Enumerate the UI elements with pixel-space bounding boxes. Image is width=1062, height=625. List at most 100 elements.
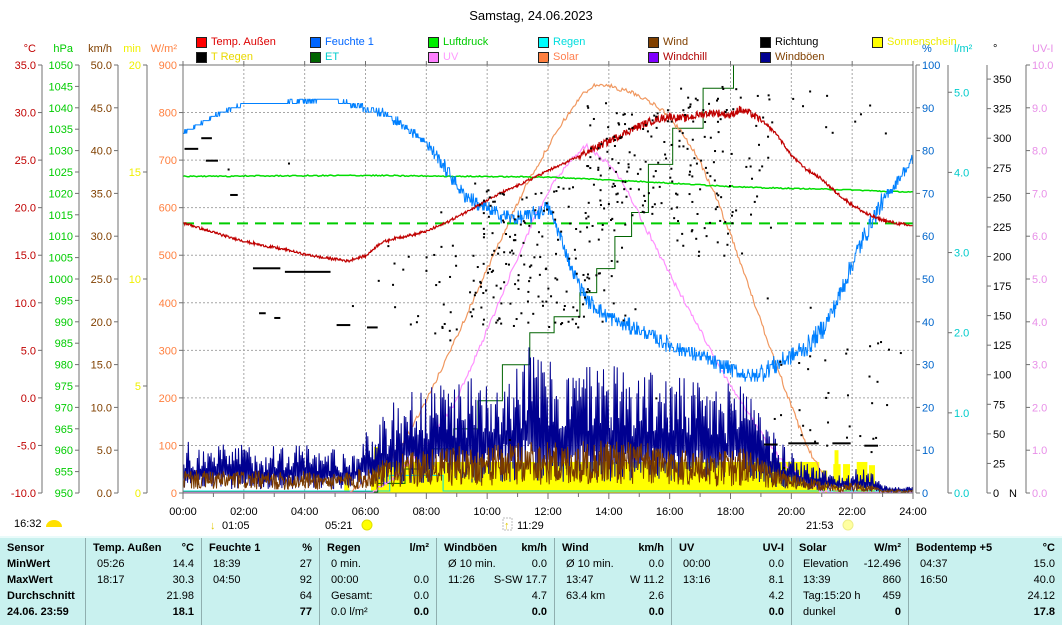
annotation-sunrise-sun: 05:21: [325, 520, 353, 532]
svg-text:-10.0: -10.0: [11, 488, 36, 500]
cell-value: 14.4: [172, 558, 194, 570]
cell-label: Windböen: [444, 542, 498, 554]
page-title: Samstag, 24.06.2023: [469, 8, 593, 23]
legend-label: Temp. Außen: [211, 36, 276, 48]
svg-text:985: 985: [55, 338, 73, 350]
svg-text:0: 0: [135, 488, 141, 500]
cell-label: 00:00: [331, 574, 359, 586]
svg-text:°: °: [993, 43, 997, 55]
svg-text:10.0: 10.0: [15, 298, 36, 310]
svg-text:1030: 1030: [49, 146, 73, 158]
cell-value: 17.8: [1033, 606, 1055, 618]
svg-text:30: 30: [922, 360, 934, 372]
svg-text:1050: 1050: [49, 60, 73, 72]
cell-value: 8.1: [768, 574, 784, 586]
svg-text:400: 400: [159, 298, 177, 310]
svg-text:02:00: 02:00: [230, 506, 258, 518]
svg-text:5.0: 5.0: [954, 87, 969, 99]
cell-value: W 11.2: [629, 574, 664, 586]
svg-text:40: 40: [922, 317, 934, 329]
legend-label: Windböen: [775, 51, 825, 63]
cell-label: 05:26: [97, 558, 125, 570]
svg-text:50: 50: [922, 274, 934, 286]
cell-value: 0.0: [413, 606, 429, 618]
svg-text:18:00: 18:00: [717, 506, 745, 518]
legend-label: Feuchte 1: [325, 36, 374, 48]
cell-value: 0.0: [768, 606, 784, 618]
svg-text:125: 125: [993, 340, 1011, 352]
legend-item-temp-au-en: Temp. Außen: [196, 37, 276, 48]
svg-text:14:00: 14:00: [595, 506, 623, 518]
svg-text:60: 60: [922, 231, 934, 243]
axis-: ° 0 N 25 50 75 100 125 150 175 200 225 250 275 300 325 3…: [986, 43, 1017, 500]
cell-value: 0.0: [531, 558, 547, 570]
cell-label: dunkel: [803, 606, 836, 618]
svg-text:100: 100: [159, 440, 177, 452]
svg-text:10: 10: [129, 274, 141, 286]
cell-value: 4.2: [768, 590, 784, 602]
cell-value: 27: [299, 558, 312, 570]
table-col-temp-au-en: Temp. Außen °C 05:26 14.4 18:17 30.3 21.98 18.1: [86, 538, 202, 625]
svg-text:20:00: 20:00: [778, 506, 806, 518]
cell-value: 18.1: [172, 606, 194, 618]
svg-text:35.0: 35.0: [15, 60, 36, 72]
legend-label: Wind: [663, 36, 689, 48]
svg-text:0: 0: [171, 488, 177, 500]
svg-text:600: 600: [159, 203, 177, 215]
svg-text:25.0: 25.0: [15, 155, 36, 167]
svg-text:965: 965: [55, 424, 73, 436]
svg-text:20.0: 20.0: [91, 317, 112, 329]
cell-value: UV-I: [762, 542, 784, 554]
svg-text:l/m²: l/m²: [954, 43, 973, 55]
cell-value: 459: [882, 590, 901, 602]
series-feuchte: [183, 98, 913, 382]
legend-label: Windchill: [663, 51, 708, 63]
legend-item-feuchte-1: Feuchte 1: [310, 37, 374, 48]
legend-swatch-regen: [538, 37, 549, 48]
svg-text:UV-I: UV-I: [1032, 43, 1053, 55]
cell-value: 0.0: [531, 606, 547, 618]
cell-label: 00:00: [683, 558, 711, 570]
svg-text:1.0: 1.0: [1032, 445, 1047, 457]
svg-text:900: 900: [159, 60, 177, 72]
svg-text:W/m²: W/m²: [151, 43, 178, 55]
svg-text:975: 975: [55, 381, 73, 393]
cell-value: 30.3: [172, 574, 194, 586]
cell-label: Wind: [562, 542, 589, 554]
cell-value: °C: [1042, 542, 1055, 554]
x-axis: 00:00 02:00 04:00 06:00 08:00 10:00 12:00 14:00…: [169, 61, 927, 518]
table-col-solar: Solar W/m² Elevation -12.496 13:39 860 Tag:15:…: [792, 538, 909, 625]
svg-text:20: 20: [922, 402, 934, 414]
svg-text:325: 325: [993, 104, 1011, 116]
cell-label: 04:50: [213, 574, 241, 586]
svg-text:↓: ↓: [210, 520, 216, 532]
cell-label: 13:16: [683, 574, 711, 586]
svg-text:1015: 1015: [49, 210, 73, 222]
svg-text:1035: 1035: [49, 124, 73, 136]
svg-text:2.0: 2.0: [954, 328, 969, 340]
cell-label: Regen: [327, 542, 361, 554]
cell-label: 24.06. 23:59: [7, 606, 69, 618]
axis-lm: l/m² 0.0 1.0 2.0 3.0 4.0 5.0: [947, 43, 973, 500]
legend-swatch-temp-au-en: [196, 37, 207, 48]
svg-text:-5.0: -5.0: [17, 440, 36, 452]
cell-value: 0.0: [413, 590, 429, 602]
svg-text:40.0: 40.0: [91, 146, 112, 158]
svg-text:1005: 1005: [49, 253, 73, 265]
svg-text:5: 5: [135, 381, 141, 393]
svg-text:0: 0: [922, 488, 928, 500]
table-col-windb-en: Windböen km/h Ø 10 min. 0.0 11:26 S-SW 17.7 4.…: [437, 538, 555, 625]
svg-text:960: 960: [55, 445, 73, 457]
axis-kmh: km/h 0.0 5.0 10.0 15.0 20.0 25.0 30.0 35.0 40.0 45…: [88, 43, 119, 500]
svg-text:1020: 1020: [49, 188, 73, 200]
series-wind: [182, 440, 914, 494]
legend-label: Richtung: [775, 36, 819, 48]
cell-label: 0.0 l/m²: [331, 606, 368, 618]
cell-value: 15.0: [1033, 558, 1055, 570]
cell-label: Gesamt:: [331, 590, 373, 602]
svg-text:20.0: 20.0: [15, 203, 36, 215]
legend-swatch-luftdruck: [428, 37, 439, 48]
legend-label: Luftdruck: [443, 36, 489, 48]
table-col-sensor: Sensor MinWert MaxWert Durchschnitt 24.06. 2…: [0, 538, 86, 625]
